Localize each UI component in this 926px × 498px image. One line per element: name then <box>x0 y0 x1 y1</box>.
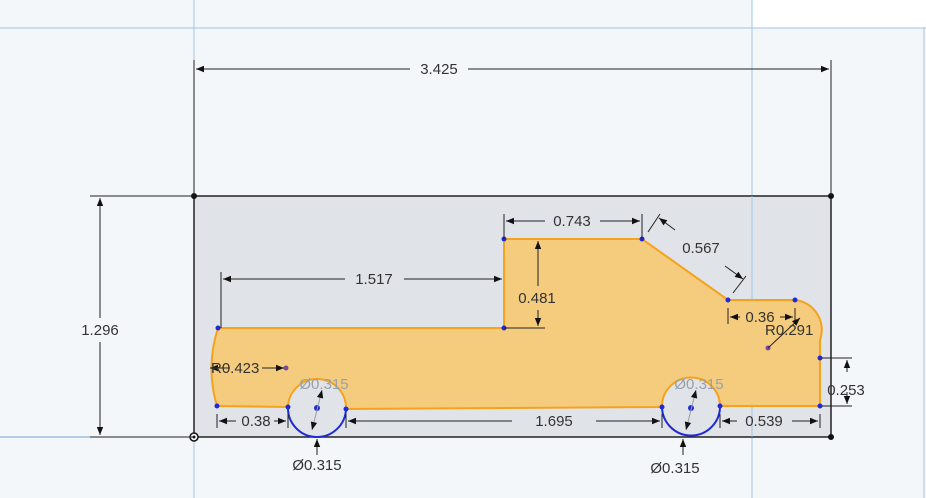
dim-wheelbase[interactable]: 1.695 <box>535 413 573 430</box>
dim-windshield[interactable]: 0.567 <box>682 240 720 257</box>
dim-front-wheel-diameter[interactable]: Ø0.315 <box>650 460 699 477</box>
dim-roof-length[interactable]: 0.743 <box>553 213 591 230</box>
front-wheel[interactable] <box>661 389 722 437</box>
dim-bed-length[interactable]: 1.517 <box>355 271 393 288</box>
rear-wheel[interactable] <box>286 389 347 438</box>
dim-front-wheel-diameter-ghost: Ø0.315 <box>674 376 723 393</box>
plane-region <box>752 0 926 28</box>
dim-front-lower[interactable]: 0.253 <box>827 382 865 399</box>
dim-front-radius[interactable]: R0.291 <box>765 322 813 339</box>
dim-rear-radius[interactable]: R0.423 <box>211 360 259 377</box>
dim-rear-overhang[interactable]: 0.38 <box>241 413 270 430</box>
dim-cab-step[interactable]: 0.481 <box>518 290 556 307</box>
dim-hood-length[interactable]: 0.36 <box>745 309 774 326</box>
dim-front-overhang[interactable]: 0.539 <box>745 413 783 430</box>
dim-rear-wheel-diameter-ghost: Ø0.315 <box>299 376 348 393</box>
dim-rear-wheel-diameter[interactable]: Ø0.315 <box>292 457 341 474</box>
dim-overall-height[interactable]: 1.296 <box>81 322 119 339</box>
dim-overall-width[interactable]: 3.425 <box>420 61 458 78</box>
